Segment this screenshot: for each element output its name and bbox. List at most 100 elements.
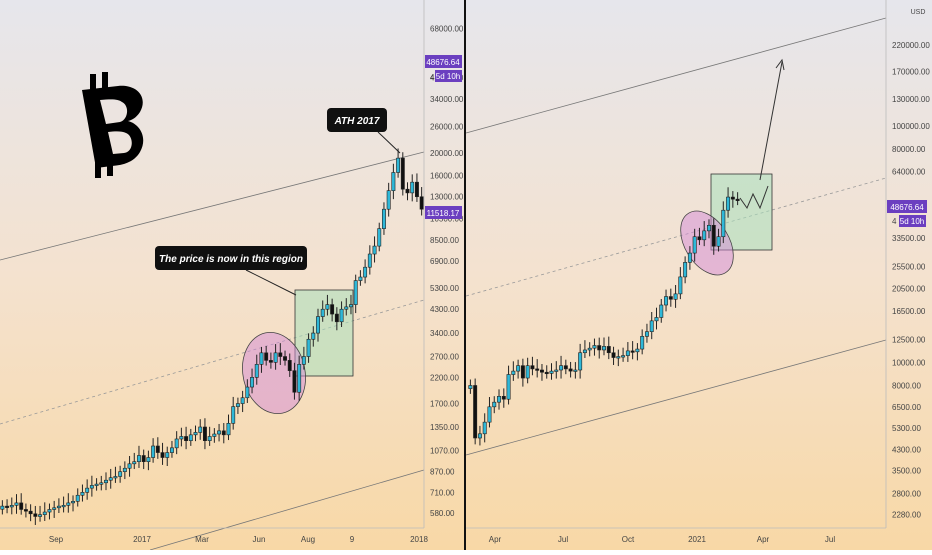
candle-body bbox=[0, 505, 5, 510]
candle bbox=[94, 478, 99, 491]
candle-body bbox=[301, 356, 306, 365]
left-current-price-text: 11518.17 bbox=[427, 209, 460, 218]
y-tick-label: 25500.00 bbox=[892, 262, 926, 271]
candle-body bbox=[382, 208, 386, 229]
candle-body bbox=[683, 262, 688, 278]
y-tick-label: 1070.00 bbox=[430, 447, 459, 456]
candle-body bbox=[221, 430, 226, 436]
candle bbox=[316, 308, 320, 342]
candle-body bbox=[568, 368, 573, 372]
candle bbox=[108, 468, 113, 489]
candle bbox=[325, 294, 330, 316]
x-tick-label: Oct bbox=[622, 535, 635, 544]
candle-body bbox=[625, 350, 630, 356]
candle-body bbox=[697, 236, 702, 241]
candle bbox=[250, 368, 254, 394]
y-tick-label: 4300.00 bbox=[430, 305, 459, 314]
candle-body bbox=[482, 421, 487, 435]
y-tick-label: 580.00 bbox=[430, 509, 455, 518]
x-tick-label: 2018 bbox=[410, 535, 428, 544]
candle bbox=[127, 455, 132, 477]
candle bbox=[75, 488, 80, 507]
currency-label: USD bbox=[911, 9, 926, 16]
y-tick-label: 80000.00 bbox=[892, 145, 926, 154]
y-tick-label: 8500.00 bbox=[430, 236, 459, 245]
candle-body bbox=[702, 230, 707, 241]
candle bbox=[582, 340, 587, 359]
candle bbox=[207, 426, 212, 446]
right-mid-channel-line bbox=[465, 177, 887, 297]
candle bbox=[396, 148, 401, 178]
candle-body bbox=[473, 385, 478, 439]
candle-body bbox=[549, 370, 554, 374]
candle-body bbox=[287, 360, 292, 371]
candle-body bbox=[501, 396, 506, 400]
candle-body bbox=[644, 331, 649, 337]
candle bbox=[683, 256, 688, 284]
candle-body bbox=[5, 505, 10, 508]
candle-body bbox=[89, 485, 94, 489]
ath-callout: ATH 2017 bbox=[327, 108, 401, 154]
candle-body bbox=[400, 157, 405, 190]
candle bbox=[85, 479, 90, 500]
candle-body bbox=[250, 377, 254, 388]
y-tick-label: 10000.00 bbox=[892, 359, 926, 368]
candle bbox=[497, 389, 501, 410]
candle-body bbox=[202, 426, 207, 441]
candle bbox=[71, 495, 75, 512]
candle bbox=[104, 472, 108, 491]
candle bbox=[621, 347, 626, 362]
candle-body bbox=[673, 293, 678, 300]
y-tick-label: 1700.00 bbox=[430, 400, 459, 409]
candle bbox=[363, 259, 368, 284]
candle-body bbox=[358, 276, 363, 281]
candle bbox=[264, 345, 269, 366]
candle bbox=[330, 298, 335, 322]
candle bbox=[353, 274, 358, 314]
candle bbox=[625, 342, 630, 362]
candle bbox=[635, 343, 640, 361]
candle bbox=[151, 438, 156, 463]
candle bbox=[28, 504, 33, 522]
ath-callout-text: ATH 2017 bbox=[334, 116, 380, 127]
x-tick-label: Aug bbox=[301, 535, 315, 544]
x-tick-label: Apr bbox=[489, 535, 502, 544]
y-tick-label: 3400.00 bbox=[430, 329, 459, 338]
candle-body bbox=[75, 494, 80, 502]
y-tick-label: 710.00 bbox=[430, 488, 455, 497]
candle-body bbox=[127, 463, 132, 469]
candle bbox=[198, 419, 203, 440]
candle-body bbox=[217, 430, 222, 435]
candle bbox=[33, 505, 38, 525]
candle bbox=[520, 358, 525, 387]
candle-body bbox=[692, 236, 697, 254]
candle bbox=[611, 346, 616, 365]
candle-body bbox=[630, 350, 635, 353]
candle bbox=[544, 365, 549, 379]
y-tick-label: 130000.00 bbox=[892, 95, 930, 104]
candle-body bbox=[66, 502, 71, 506]
candle-body bbox=[278, 352, 283, 357]
candle bbox=[687, 246, 692, 270]
candle bbox=[292, 362, 297, 400]
candle-body bbox=[349, 304, 353, 308]
candle bbox=[492, 396, 497, 414]
candle-body bbox=[520, 365, 525, 379]
right-hidden-tick: 4 bbox=[892, 217, 897, 226]
candle bbox=[42, 502, 47, 521]
candle bbox=[254, 354, 259, 385]
candle bbox=[47, 503, 52, 520]
candle-body bbox=[544, 371, 549, 375]
candle-body bbox=[137, 455, 141, 462]
candle bbox=[702, 221, 707, 247]
candle-body bbox=[405, 188, 410, 194]
candle bbox=[273, 344, 278, 370]
candle-body bbox=[635, 348, 640, 353]
candle-body bbox=[283, 356, 287, 361]
candle-body bbox=[141, 455, 146, 462]
candle bbox=[231, 396, 236, 430]
candle-body bbox=[330, 304, 335, 315]
candle-body bbox=[611, 352, 616, 358]
candle bbox=[410, 174, 415, 202]
candle-body bbox=[104, 479, 108, 484]
